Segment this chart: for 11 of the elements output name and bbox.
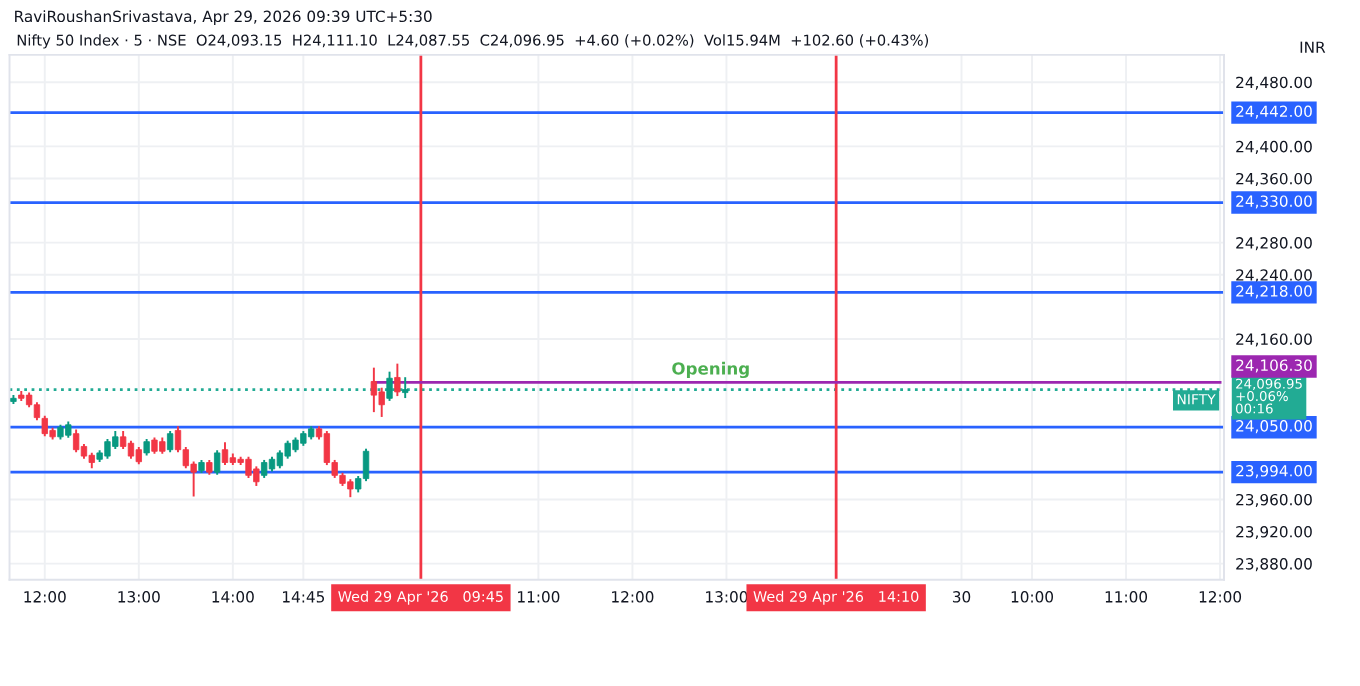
candlestick (166, 431, 174, 453)
candlestick (386, 371, 393, 401)
candlestick (362, 448, 370, 482)
candlestick (370, 367, 378, 413)
candlestick (72, 429, 80, 453)
candlestick (221, 442, 229, 466)
candlestick (394, 363, 401, 397)
candlestick (402, 377, 409, 399)
series-label: Opening (672, 361, 749, 379)
candlestick (245, 456, 252, 478)
candlestick (213, 450, 221, 475)
